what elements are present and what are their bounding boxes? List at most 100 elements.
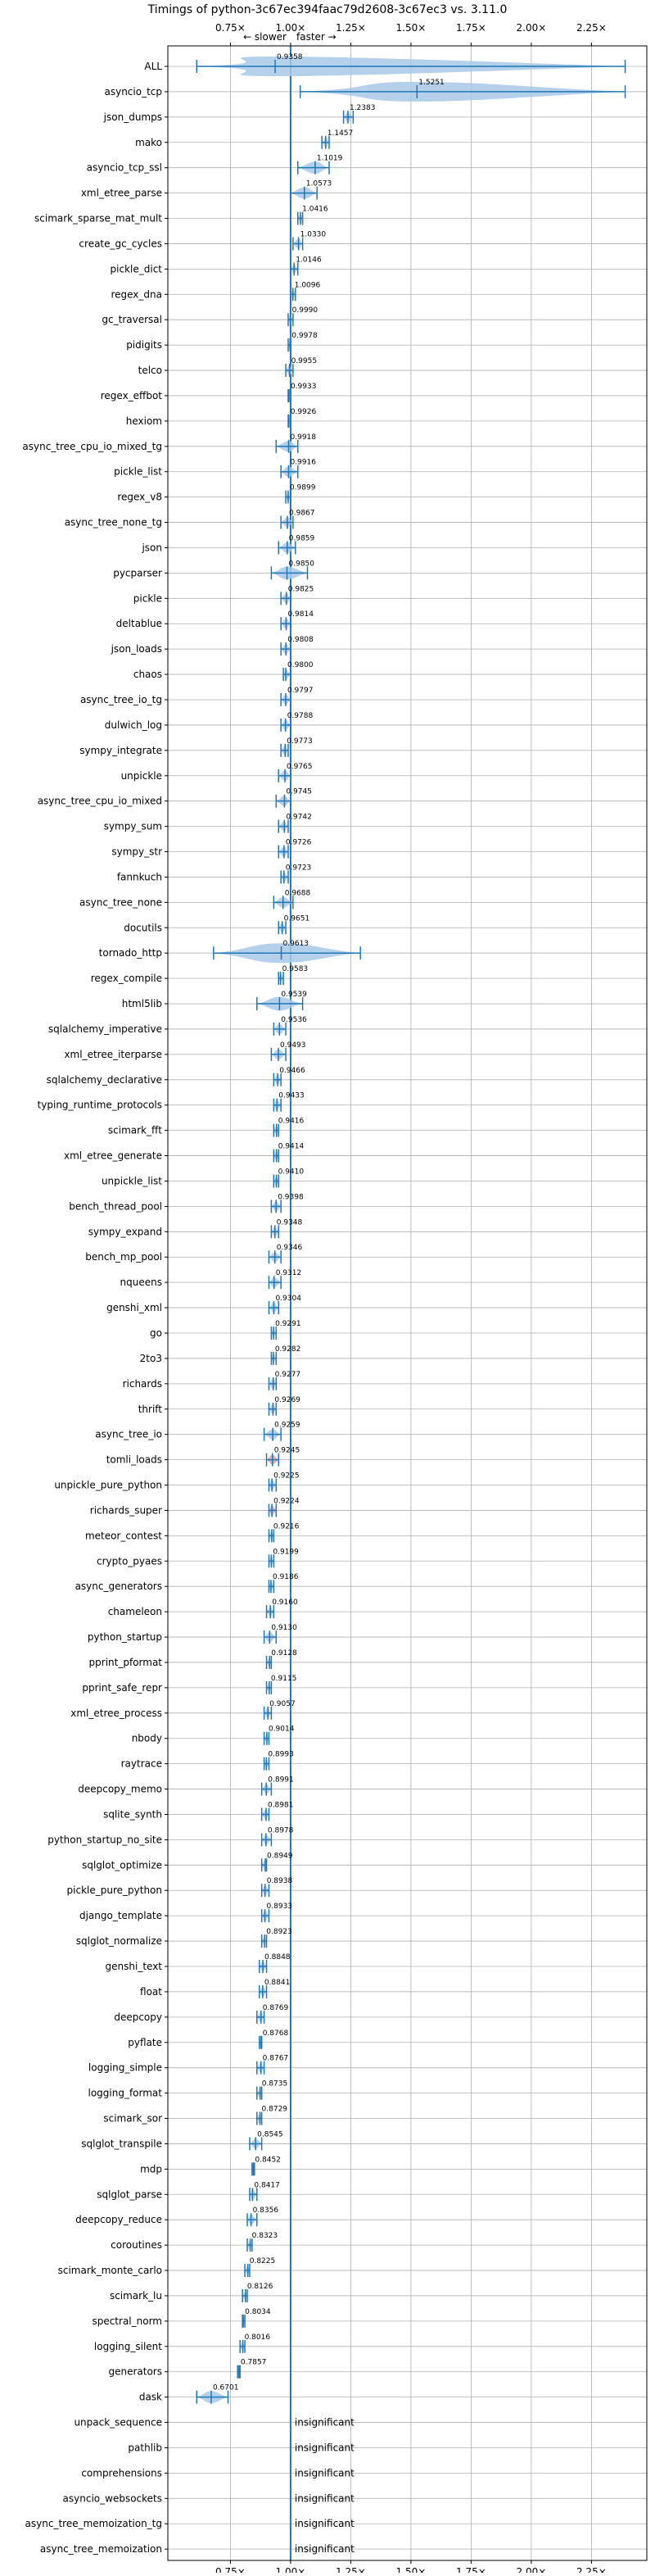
benchmark-label: sympy_sum: [104, 821, 162, 832]
benchmark-label: xml_etree_parse: [81, 188, 162, 199]
benchmark-label: genshi_xml: [106, 1302, 162, 1313]
benchmark-label: async_tree_memoization: [40, 2543, 162, 2555]
benchmark-label: python_startup: [88, 1631, 162, 1643]
benchmark-value-label: 0.9312: [276, 1269, 302, 1277]
benchmark-value-label: 0.9130: [271, 1624, 297, 1632]
benchmark-value-label: 1.0146: [296, 256, 322, 264]
benchmark-label: deltablue: [116, 618, 162, 629]
benchmark-label: bench_thread_pool: [69, 1200, 162, 1212]
x-tick-label-bottom: 2.00×: [517, 2566, 547, 2573]
benchmark-label: tornado_http: [99, 947, 162, 959]
benchmark-value-label: 0.9899: [290, 484, 316, 492]
benchmark-label: pprint_pformat: [89, 1657, 163, 1668]
benchmark-value-label: 0.9814: [287, 610, 314, 619]
benchmark-label: pidigits: [126, 339, 162, 351]
benchmark-value-label: 0.9199: [273, 1548, 299, 1556]
insignificant-label: insignificant: [295, 2417, 355, 2429]
benchmark-label: sqlglot_normalize: [76, 1935, 162, 1947]
benchmark-label: regex_dna: [111, 288, 162, 300]
x-tick-label-top: 1.00×: [276, 22, 306, 34]
benchmark-value-label: 0.9259: [274, 1422, 300, 1430]
benchmark-value-label: 0.8417: [254, 2181, 280, 2189]
benchmark-value-label: 0.9613: [283, 940, 309, 948]
benchmark-label: richards: [123, 1378, 162, 1390]
benchmark-label: raytrace: [121, 1758, 162, 1770]
labels-layer: 0.75× 0.75× 1.00× 1.00× 1.25× 1.25× 1.50× 1.50×…: [22, 22, 606, 2576]
benchmark-value-label: 0.9800: [287, 661, 314, 669]
benchmark-value-label: 0.8923: [266, 1928, 292, 1936]
x-tick-label-bottom: 1.25×: [336, 2566, 366, 2573]
benchmark-value-label: 0.9955: [291, 357, 318, 365]
benchmark-label: sympy_expand: [88, 1226, 162, 1237]
benchmark-value-label: 0.9224: [273, 1497, 300, 1505]
insignificant-label: insignificant: [295, 2492, 355, 2504]
x-tick-label-top: 1.25×: [336, 22, 366, 34]
benchmark-value-label: 0.7857: [241, 2359, 267, 2367]
benchmark-value-label: 0.9850: [289, 560, 315, 568]
benchmark-value-label: 0.9282: [275, 1345, 301, 1354]
benchmark-label: pyflate: [128, 2037, 162, 2048]
benchmark-value-label: 0.9269: [274, 1396, 300, 1404]
benchmark-value-label: 0.9536: [281, 1016, 307, 1024]
benchmark-label: async_tree_cpu_io_mixed_tg: [22, 441, 162, 452]
benchmark-value-label: 0.9433: [278, 1092, 305, 1100]
benchmark-label: ALL: [144, 61, 162, 72]
benchmark-value-label: 0.9304: [275, 1295, 301, 1303]
benchmark-label: sqlalchemy_declarative: [47, 1074, 162, 1086]
benchmark-value-label: 0.9014: [269, 1726, 295, 1734]
benchmark-label: spectral_norm: [92, 2315, 162, 2327]
benchmark-label: python_startup_no_site: [47, 1834, 162, 1845]
benchmark-label: bench_mp_pool: [85, 1251, 162, 1263]
benchmark-label: asyncio_tcp: [104, 86, 162, 98]
benchmark-value-label: 0.8452: [255, 2156, 281, 2164]
benchmark-value-label: 0.8356: [253, 2206, 279, 2215]
benchmark-value-label: 1.2383: [350, 104, 376, 112]
benchmark-value-label: 0.8933: [267, 1903, 293, 1911]
benchmark-label: deepcopy_memo: [78, 1784, 162, 1795]
benchmark-label: pickle_dict: [111, 263, 163, 274]
benchmark-value-label: 0.9651: [284, 914, 310, 923]
benchmark-label: pprint_safe_repr: [82, 1682, 162, 1694]
benchmark-label: chameleon: [108, 1606, 162, 1617]
benchmark-value-label: 0.9788: [287, 712, 314, 720]
benchmark-label: xml_etree_process: [70, 1708, 162, 1719]
benchmark-label: generators: [108, 2366, 162, 2378]
chart-title: Timings of python-3c67ec394faac79d2608-3…: [147, 3, 508, 16]
benchmark-value-label: 0.9186: [273, 1573, 299, 1581]
benchmark-value-label: 0.8981: [268, 1801, 294, 1809]
benchmark-label: scimark_fft: [108, 1125, 162, 1136]
benchmark-value-label: 0.9933: [291, 383, 317, 391]
benchmark-label: richards_super: [90, 1504, 162, 1516]
benchmark-value-label: 0.9216: [273, 1522, 300, 1531]
marks-layer: [196, 46, 626, 2560]
slower-direction-label: ← slower: [243, 31, 287, 43]
benchmark-label: sqlglot_transpile: [81, 2138, 162, 2149]
benchmark-value-label: 0.9765: [287, 763, 313, 771]
benchmark-label: 2to3: [140, 1353, 162, 1364]
x-tick-label-top: 1.50×: [396, 22, 427, 34]
benchmark-label: async_tree_memoization_tg: [25, 2518, 162, 2529]
benchmark-value-label: 0.8991: [268, 1776, 294, 1785]
benchmark-label: nbody: [132, 1733, 162, 1744]
benchmark-label: mdp: [140, 2163, 162, 2175]
benchmark-value-label: 0.9277: [275, 1371, 301, 1379]
benchmark-value-label: 0.9115: [271, 1675, 297, 1683]
benchmark-value-label: 0.8938: [267, 1877, 293, 1885]
benchmark-label: meteor_contest: [85, 1530, 162, 1541]
benchmark-label: dask: [139, 2392, 162, 2403]
benchmark-label: crypto_pyaes: [97, 1555, 162, 1567]
benchmark-value-label: 0.8848: [264, 1953, 291, 1961]
benchmark-value-label: 0.9825: [288, 585, 314, 593]
benchmark-value-label: 0.9723: [286, 864, 312, 872]
benchmark-label: logging_format: [88, 2088, 162, 2099]
benchmark-label: float: [140, 1986, 162, 1998]
insignificant-label: insignificant: [295, 2543, 355, 2555]
benchmark-label: unpickle_list: [102, 1175, 162, 1186]
benchmark-label: async_tree_none_tg: [65, 517, 162, 528]
benchmark-label: hexiom: [126, 415, 162, 427]
benchmark-value-label: 0.8978: [268, 1826, 294, 1834]
benchmark-label: json_loads: [111, 643, 162, 655]
benchmark-label: unpickle_pure_python: [54, 1480, 162, 1491]
benchmark-value-label: 0.8545: [257, 2130, 283, 2138]
